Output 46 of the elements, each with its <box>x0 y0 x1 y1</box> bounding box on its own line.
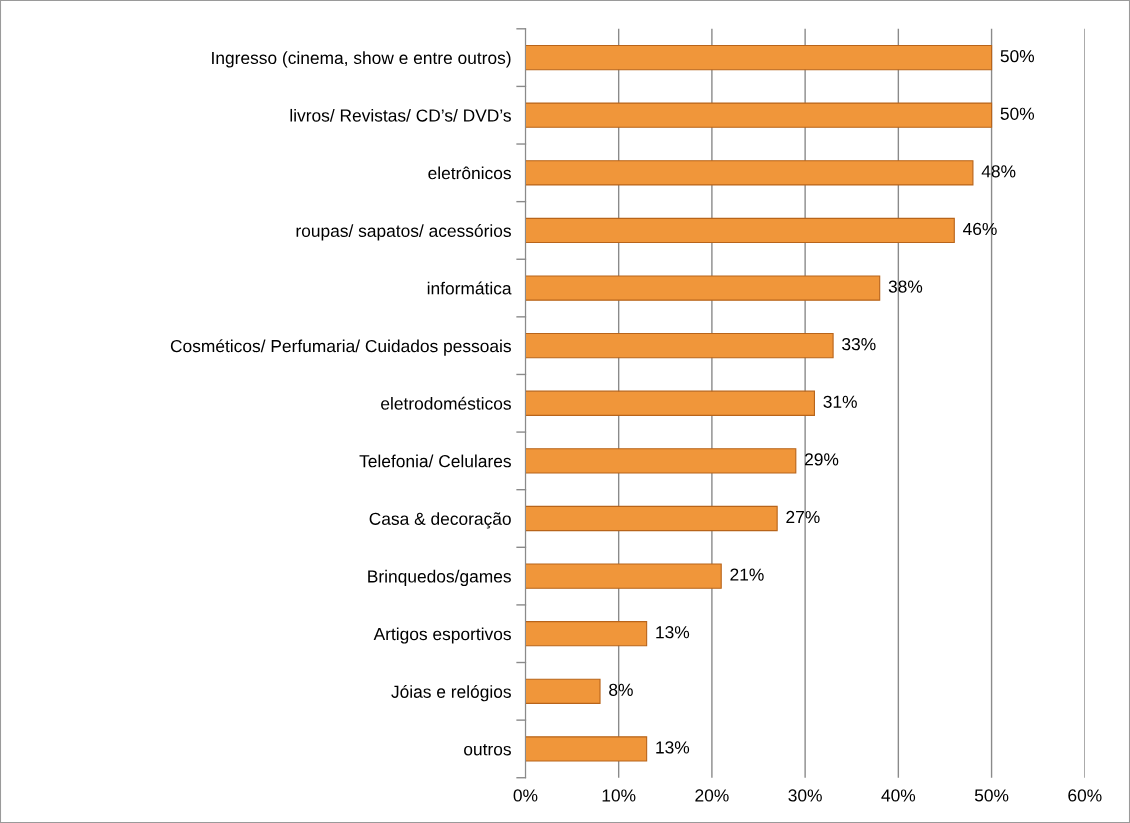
data-label: 8% <box>609 683 633 696</box>
x-tick-label: 50% <box>974 789 1009 802</box>
bar <box>525 678 601 704</box>
bar <box>525 275 881 301</box>
y-tick-label: livros/ Revistas/ CD’s/ DVD’s <box>290 108 511 122</box>
x-tick-label: 30% <box>788 789 822 802</box>
bar <box>525 160 974 186</box>
y-tick-label: Casa & decoração <box>369 512 511 529</box>
data-label: 31% <box>823 395 857 408</box>
data-label: 50% <box>1000 107 1035 120</box>
data-label: 33% <box>842 338 876 351</box>
data-label: 21% <box>730 568 764 581</box>
bar <box>525 621 648 647</box>
bar <box>525 505 778 532</box>
bar <box>525 448 797 474</box>
bar <box>525 217 955 244</box>
y-tick-label: eletrodomésticos <box>381 396 511 410</box>
data-label: 29% <box>805 453 839 466</box>
y-tick-label: Artigos esportivos <box>373 627 511 644</box>
y-tick-label: roupas/ sapatos/ acessórios <box>296 224 511 241</box>
y-tick-label: eletrônicos <box>428 166 511 180</box>
data-label: 13% <box>656 626 690 639</box>
y-tick-label: Telefonia/ Celulares <box>359 454 511 468</box>
data-label: 13% <box>656 741 690 754</box>
bar <box>525 102 993 128</box>
bar <box>525 333 834 359</box>
data-label: 46% <box>963 222 997 236</box>
bar <box>525 390 816 416</box>
bar <box>525 44 993 71</box>
x-tick-label: 10% <box>602 789 636 802</box>
data-label: 27% <box>786 510 820 524</box>
x-tick-label: 60% <box>1068 789 1102 802</box>
x-tick-label: 20% <box>695 789 729 802</box>
data-label: 48% <box>981 165 1016 178</box>
x-tick-label: 40% <box>881 789 916 802</box>
data-label: 38% <box>888 280 923 293</box>
bar <box>525 736 648 762</box>
y-tick-label: Ingresso (cinema, show e entre outros) <box>212 51 511 68</box>
bar <box>525 563 722 589</box>
y-tick-label: Brinquedos/games <box>368 569 511 586</box>
y-tick-label: Jóias e relógios <box>391 684 511 702</box>
y-tick-label: informática <box>427 281 512 295</box>
x-tick-label: 0% <box>513 789 538 802</box>
data-label: 50% <box>1000 49 1035 63</box>
y-tick-label: outros <box>464 744 511 756</box>
y-tick-label: Cosméticos/ Perfumaria/ Cuidados pessoais <box>170 339 511 356</box>
